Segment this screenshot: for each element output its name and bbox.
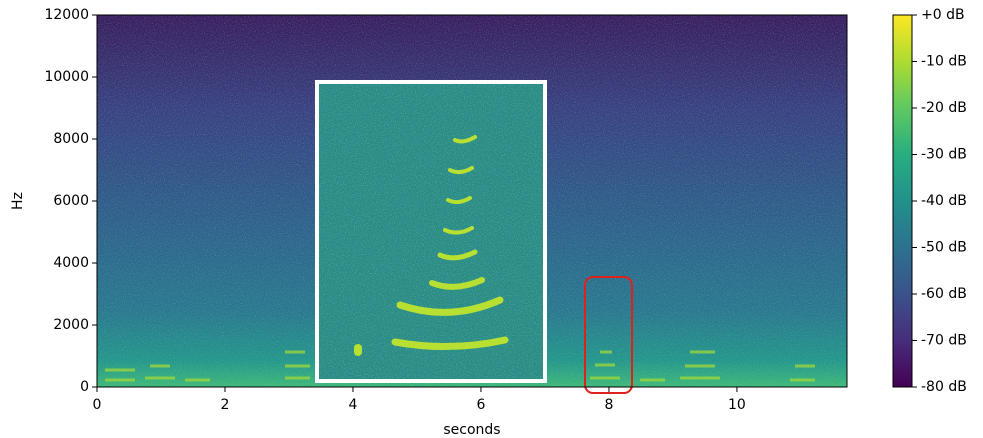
y-tick-label: 12000	[44, 7, 89, 23]
colorbar-tick-label: -30 dB	[921, 147, 967, 163]
inset-harmonics	[354, 135, 509, 356]
x-tick-label: 8	[604, 397, 613, 413]
colorbar-tick-label: -10 dB	[921, 54, 967, 70]
x-tick-label: 2	[221, 397, 230, 413]
colorbar-tick-label: -70 dB	[921, 333, 967, 349]
x-tick-label: 6	[476, 397, 485, 413]
highlight-box	[584, 276, 633, 394]
colorbar-tick-label: -50 dB	[921, 240, 967, 256]
colorbar-tick-label: -80 dB	[921, 379, 967, 395]
x-tick-label: 10	[728, 397, 746, 413]
speech-harmonics	[105, 350, 815, 382]
colorbar-tick-label: -20 dB	[921, 100, 967, 116]
x-tick-label: 0	[93, 397, 102, 413]
y-tick-label: 2000	[53, 317, 89, 333]
y-tick-label: 10000	[44, 69, 89, 85]
colorbar-tick-label: +0 dB	[921, 7, 965, 23]
colorbar-tick-label: -60 dB	[921, 286, 967, 302]
inset-noise	[317, 82, 545, 381]
x-tick-label: 4	[349, 397, 358, 413]
y-axis-label: Hz	[10, 192, 26, 210]
x-axis-label: seconds	[443, 422, 500, 438]
y-tick-label: 4000	[53, 255, 89, 271]
colorbar	[892, 14, 913, 388]
y-tick-label: 6000	[53, 193, 89, 209]
y-tick-label: 0	[80, 379, 89, 395]
colorbar-tick-label: -40 dB	[921, 193, 967, 209]
y-tick-label: 8000	[53, 131, 89, 147]
inset-frame	[315, 80, 547, 383]
